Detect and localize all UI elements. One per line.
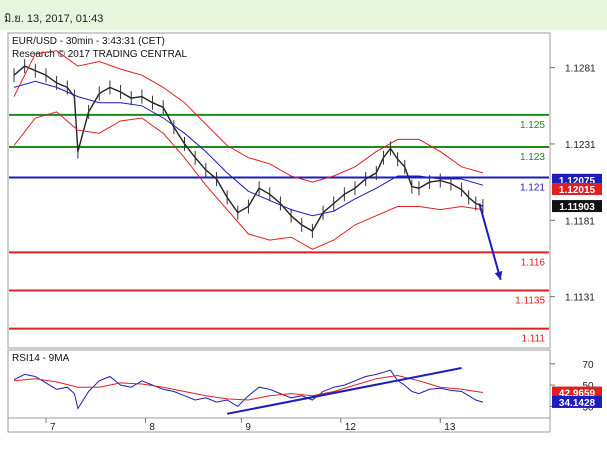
level-label-4: 1.1135: [515, 296, 545, 307]
rsi-trendline: [226, 367, 462, 415]
price-badge-label-2: 1.11903: [559, 202, 595, 213]
x-tick-label-3: 12: [345, 422, 357, 433]
x-axis-frame: [7, 417, 551, 433]
header-datetime: มิ.ย. 13, 2017, 01:43: [4, 13, 104, 25]
price-badge-label-1: 1.12015: [559, 185, 596, 196]
rsi-title: RSI14 - 9MA: [12, 353, 70, 364]
rsi-badge-label-1: 34.1428: [559, 398, 596, 409]
price-series-lower: [13, 111, 483, 250]
x-tick-label-0: 7: [50, 422, 56, 433]
price-plot-frame: [7, 32, 551, 349]
forecast-arrow-line: [478, 203, 502, 281]
x-tick-label-4: 13: [444, 422, 456, 433]
x-axis: 7 8 9 12 13: [7, 417, 551, 433]
header-bar: มิ.ย. 13, 2017, 01:43: [0, 0, 607, 30]
price-series-upper: [13, 50, 484, 183]
x-tick-label-1: 8: [149, 422, 155, 433]
chart-title: EUR/USD - 30min - 3:43:31 (CET): [12, 36, 165, 47]
price-badge-1: [552, 182, 602, 195]
price-tick-label-1: 1.1231: [565, 140, 596, 151]
price-badge-0: [552, 173, 602, 186]
chart-subtitle: Research © 2017 TRADING CENTRAL: [12, 49, 187, 60]
price-series-ma: [13, 80, 484, 217]
level-label-2: 1.121: [520, 183, 545, 194]
rsi-series-9ma: [13, 374, 483, 401]
price-badge-2: [552, 200, 602, 213]
price-panel: EUR/USD - 30min - 3:43:31 (CET) Research…: [7, 32, 602, 349]
rsi-series-rsi14: [13, 369, 484, 410]
rsi-plot-frame: [7, 349, 551, 419]
price-tick-label-2: 1.1281: [565, 64, 596, 75]
rsi-badge-label-0: 42.9659: [559, 389, 596, 400]
rsi-badge-0: [552, 386, 602, 399]
level-label-3: 1.116: [521, 257, 546, 268]
rsi-tick-label-0: 70: [582, 360, 594, 371]
level-label-5: 1.111: [521, 334, 545, 345]
price-tick-label-3: 1.1131: [565, 293, 595, 304]
level-label-1: 1.123: [520, 152, 545, 163]
forecast-arrow-head: [494, 270, 503, 280]
price-tick-label-0: 1.1181: [565, 216, 595, 227]
rsi-badge-1: [552, 395, 602, 408]
price-badge-label-0: 1.12075: [559, 176, 596, 187]
x-tick-label-2: 9: [245, 422, 251, 433]
level-label-0: 1.125: [520, 120, 545, 131]
